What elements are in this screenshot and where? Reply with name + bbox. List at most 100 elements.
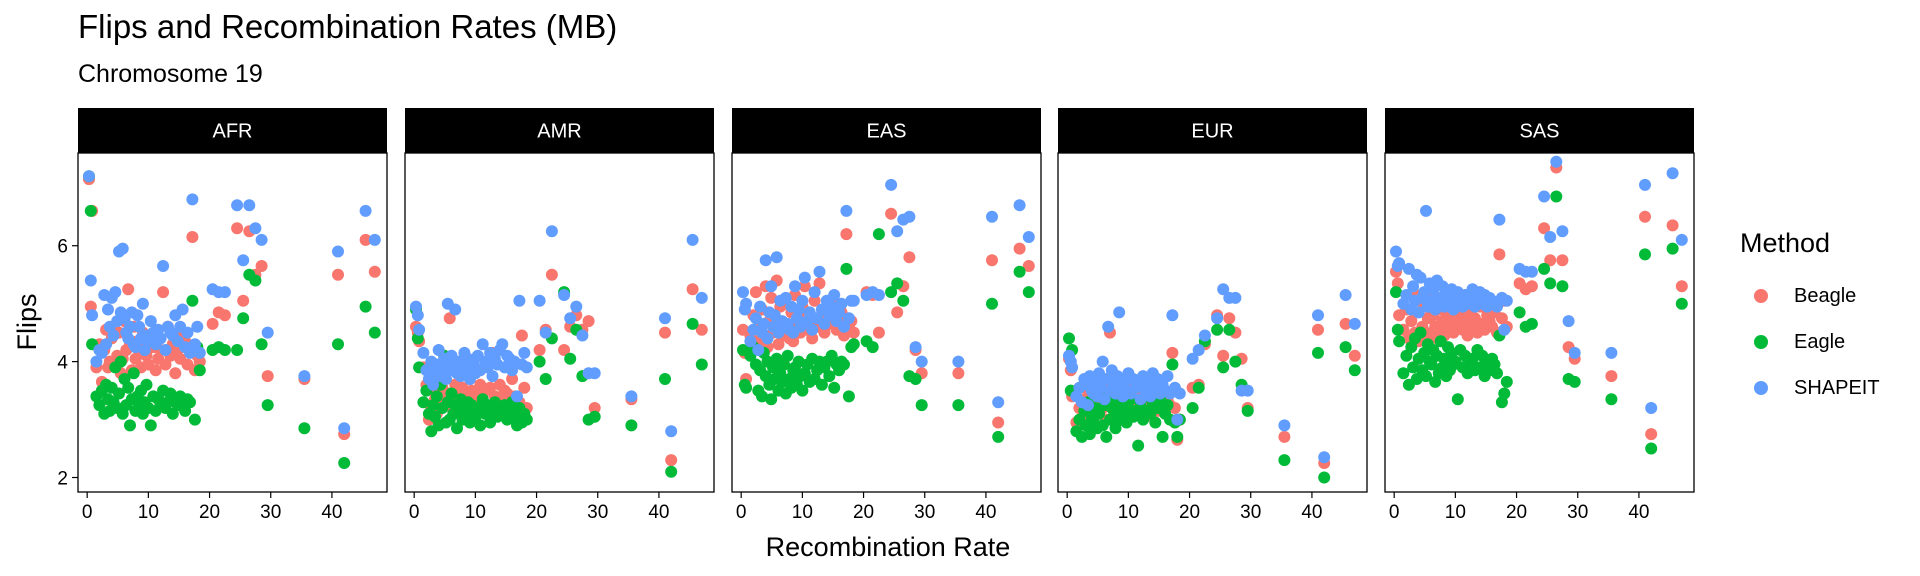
point-beagle [261, 370, 274, 383]
legend-label: SHAPEIT [1794, 376, 1880, 399]
point-shapeit [828, 289, 841, 301]
point-beagle [1217, 349, 1230, 362]
point-beagle [193, 355, 206, 368]
facet-label: EUR [1191, 121, 1233, 143]
point-eagle [451, 422, 463, 435]
point-shapeit [986, 210, 998, 223]
point-shapeit [533, 294, 546, 307]
point-shapeit [796, 294, 809, 307]
point-shapeit [298, 370, 311, 383]
point-eagle [842, 390, 855, 403]
point-beagle [952, 367, 965, 380]
point-beagle [992, 416, 1005, 429]
point-shapeit [486, 370, 499, 383]
point-eagle [1407, 361, 1420, 374]
point-eagle [1348, 364, 1361, 377]
y-tick-label: 2 [57, 469, 68, 490]
point-shapeit [759, 254, 772, 267]
point-beagle [1544, 254, 1557, 267]
point-beagle [1605, 370, 1618, 383]
point-shapeit [765, 280, 778, 293]
point-eagle [520, 413, 533, 426]
point-shapeit [1241, 384, 1254, 397]
point-eagle [1498, 387, 1511, 400]
chart-subtitle: Chromosome 19 [78, 60, 263, 88]
point-eagle [796, 384, 809, 397]
point-beagle [545, 268, 558, 281]
point-shapeit [1013, 199, 1026, 212]
point-eagle [533, 355, 546, 368]
x-tick-label: 0 [1062, 502, 1073, 523]
facet-label: EAS [866, 121, 906, 143]
facet-strip-afr [78, 108, 387, 153]
legend-label: Eagle [1794, 330, 1846, 353]
point-eagle [1339, 341, 1352, 354]
point-eagle [897, 294, 910, 307]
facet-strip-eur [1058, 108, 1367, 153]
point-beagle [1166, 346, 1179, 359]
point-shapeit [891, 225, 904, 238]
point-shapeit [842, 312, 855, 325]
x-tick-label: 40 [1301, 502, 1322, 523]
point-shapeit [558, 289, 571, 301]
point-shapeit [338, 422, 351, 435]
point-eagle [740, 381, 753, 394]
point-eagle [179, 404, 192, 417]
point-beagle [558, 344, 571, 356]
point-eagle [127, 367, 140, 380]
point-eagle [359, 300, 372, 313]
point-shapeit [157, 260, 170, 272]
point-shapeit [100, 338, 113, 351]
point-beagle [1278, 430, 1291, 443]
point-eagle [1568, 375, 1581, 388]
point-beagle [686, 283, 699, 296]
point-shapeit [181, 326, 194, 339]
point-shapeit [1414, 271, 1427, 284]
point-shapeit [1098, 393, 1111, 406]
y-tick-label: 6 [57, 237, 68, 258]
point-shapeit [90, 355, 103, 368]
point-beagle [798, 280, 811, 293]
point-shapeit [1550, 155, 1563, 168]
point-eagle [193, 364, 206, 377]
point-beagle [443, 312, 456, 325]
legend-key-shapeit [1754, 381, 1768, 395]
point-shapeit [107, 329, 120, 342]
point-beagle [588, 402, 601, 414]
point-shapeit [249, 222, 262, 235]
point-eagle [166, 407, 179, 420]
point-eagle [909, 373, 922, 385]
point-shapeit [737, 286, 749, 299]
point-eagle [474, 419, 487, 432]
point-beagle [665, 454, 678, 467]
point-eagle [1556, 280, 1569, 293]
panel-border [1057, 152, 1368, 493]
point-shapeit [1339, 289, 1352, 301]
facet-label: AMR [537, 121, 581, 143]
point-shapeit [1525, 265, 1538, 278]
point-shapeit [1348, 317, 1361, 330]
point-shapeit [1420, 204, 1432, 217]
point-eagle [1192, 381, 1205, 394]
point-beagle [749, 286, 762, 299]
point-shapeit [915, 355, 928, 368]
point-eagle [815, 378, 828, 391]
point-beagle [157, 286, 170, 299]
point-shapeit [1318, 451, 1331, 464]
point-eagle [1093, 407, 1105, 420]
point-eagle [840, 262, 853, 275]
point-beagle [885, 207, 898, 220]
point-eagle [1605, 393, 1618, 406]
x-tick-label: 10 [138, 502, 159, 523]
x-tick-label: 0 [736, 502, 747, 523]
point-eagle [93, 399, 106, 412]
point-eagle [140, 378, 153, 391]
point-eagle [564, 352, 577, 365]
point-shapeit [1556, 225, 1569, 238]
chart-title: Flips and Recombination Rates (MB) [78, 8, 618, 45]
point-beagle [368, 265, 381, 278]
point-beagle [255, 260, 268, 272]
point-eagle [1397, 367, 1410, 380]
point-shapeit [513, 294, 526, 307]
